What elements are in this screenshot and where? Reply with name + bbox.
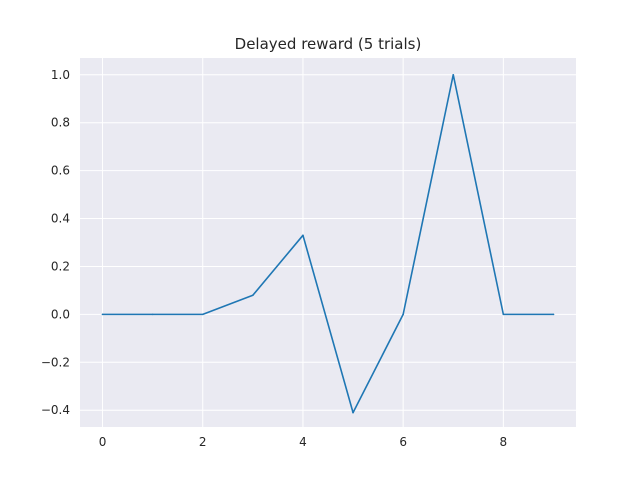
data-point [502, 313, 505, 316]
data-point [151, 313, 154, 316]
x-tick-label: 0 [99, 435, 107, 449]
y-tick-label: 0.4 [51, 212, 70, 226]
tick-labels: 0 2 4 6 8 −0.4 −0.2 0.0 0.2 0.4 0.6 0.8 1.0 [41, 68, 507, 449]
series-line [101, 73, 555, 414]
y-tick-label: −0.4 [41, 403, 70, 417]
data-point [302, 234, 304, 237]
plot-area [80, 58, 576, 427]
series-group [101, 73, 555, 414]
data-point [252, 294, 254, 297]
x-tick-label: 2 [199, 435, 207, 449]
y-tick-label: −0.2 [41, 355, 70, 369]
data-point [452, 73, 455, 76]
x-tick-label: 4 [299, 435, 307, 449]
data-point [101, 313, 104, 316]
y-tick-label: 0.2 [51, 259, 70, 273]
y-tick-label: 0.8 [51, 116, 70, 130]
chart-title: Delayed reward (5 trials) [235, 35, 422, 53]
y-tick-label: 0.6 [51, 164, 70, 178]
y-tick-label: 0.0 [51, 307, 70, 321]
x-tick-label: 6 [399, 435, 407, 449]
data-point [402, 313, 404, 316]
grid [80, 58, 576, 427]
y-tick-label: 1.0 [51, 68, 70, 82]
data-point [201, 313, 204, 316]
x-tick-label: 8 [500, 435, 508, 449]
data-point [552, 313, 555, 316]
data-point [352, 411, 354, 414]
